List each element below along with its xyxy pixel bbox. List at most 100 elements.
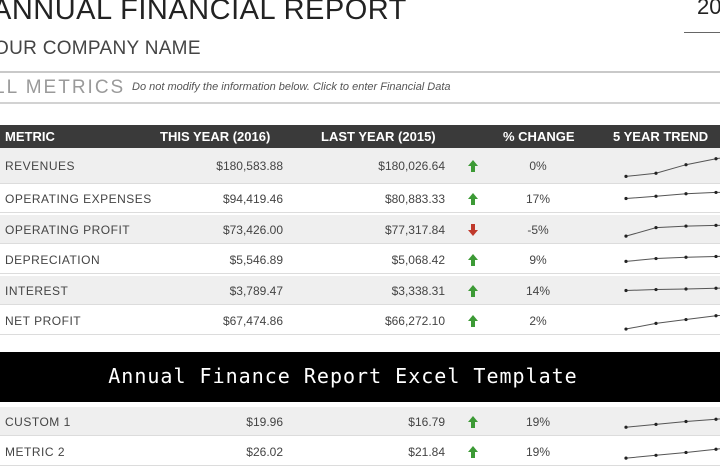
trend-point [624,288,628,293]
trend-line [625,314,720,330]
metric-name: DEPRECIATION [5,253,101,267]
company-name[interactable]: OUR COMPANY NAME [0,38,201,59]
year-input[interactable]: 20 [697,0,720,19]
arrow-down-icon [468,224,478,236]
trend-point [624,327,628,331]
last-year-value[interactable]: $66,272.10 [384,314,445,328]
metric-name: OPERATING EXPENSES [5,192,152,206]
metric-name: NET PROFIT [5,314,82,328]
arrow-up-icon [468,416,478,428]
arrow-up-icon [468,193,478,205]
trend-point [684,317,688,322]
trend-point [654,256,658,261]
trend-point [654,194,658,198]
table-row[interactable]: OPERATING PROFIT $73,426.00 $77,317.84 -5% [0,215,720,244]
trend-sparkline [624,190,720,201]
arrow-up-icon [468,315,478,327]
table-header: METRIC THIS YEAR (2016) LAST YEAR (2015)… [0,125,720,148]
last-year-value[interactable]: $180,026.64 [378,159,445,173]
last-year-value[interactable]: $21.84 [408,445,445,459]
this-year-value[interactable]: $94,419.46 [222,192,283,206]
trend-point [714,190,718,195]
percent-change: 17% [525,192,551,206]
trend-point [684,287,688,291]
this-year-value[interactable]: $19.96 [246,415,283,429]
last-year-value[interactable]: $5,068.42 [391,253,445,267]
percent-change: 14% [525,284,551,298]
arrow-up-icon [468,160,478,172]
last-year-value[interactable]: $77,317.84 [384,223,445,237]
this-year-value[interactable]: $67,474.86 [222,314,283,328]
trend-point [684,419,688,424]
trend-line [625,157,720,177]
metric-name: INTEREST [5,284,69,298]
trend-point [654,453,658,457]
trend-point [684,192,688,196]
trend-sparkline [624,447,720,460]
this-year-value[interactable]: $26.02 [246,445,283,459]
metric-name: REVENUES [5,159,76,173]
year-underline [684,32,720,33]
percent-change: 9% [529,253,547,267]
trend-sparkline [624,286,720,293]
metric-name: CUSTOM 1 [5,415,71,429]
this-year-value[interactable]: $180,583.88 [216,159,283,173]
percent-change: 0% [529,159,547,173]
arrow-up-icon [468,446,478,458]
arrow-up-icon [468,285,478,297]
trend-point [624,456,628,460]
row-divider [0,243,720,244]
trend-point [654,321,658,325]
divider [0,102,720,104]
trend-point [654,422,658,426]
instruction-note: Do not modify the information below. Cli… [132,81,451,93]
trend-point [654,226,658,230]
metric-name: METRIC 2 [5,445,66,459]
percent-change: 2% [529,314,547,328]
row-divider [0,334,720,335]
trend-point [684,450,688,455]
percent-change: 19% [525,445,551,459]
table-row[interactable]: OPERATING EXPENSES $94,419.46 $80,883.33 17… [0,184,720,213]
table-row[interactable]: METRIC 2 $26.02 $21.84 19% [0,437,720,466]
trend-point [714,157,718,161]
last-year-value[interactable]: $3,338.31 [391,284,445,298]
percent-change: -5% [527,223,549,237]
trend-point [684,255,688,259]
title-banner [0,352,720,402]
report-title: ANNUAL FINANCIAL REPORT [0,0,407,26]
trend-point [714,417,718,421]
trend-line [625,191,720,199]
trend-point [714,286,718,290]
trend-point [624,234,628,238]
last-year-value[interactable]: $16.79 [408,415,445,429]
trend-point [684,224,688,228]
trend-point [624,196,628,201]
last-year-value[interactable]: $80,883.33 [384,192,445,206]
trend-sparkline [624,157,720,178]
table-row[interactable]: REVENUES $180,583.88 $180,026.64 0% [0,148,720,184]
banner-text: Annual Finance Report Excel Template [108,364,578,388]
table-row[interactable]: CUSTOM 1 $19.96 $16.79 19% [0,407,720,436]
row-divider [0,304,720,305]
this-year-value[interactable]: $73,426.00 [222,223,283,237]
table-row[interactable]: NET PROFIT $67,474.86 $66,272.10 2% [0,306,720,335]
trend-point [714,447,718,451]
header-trend: 5 YEAR TREND [613,129,709,144]
table-row[interactable]: INTEREST $3,789.47 $3,338.31 14% [0,276,720,305]
this-year-value[interactable]: $5,546.89 [229,253,283,267]
trend-sparkline [624,314,720,331]
trend-point [684,163,688,167]
table-row[interactable]: DEPRECIATION $5,546.89 $5,068.42 9% [0,245,720,274]
trend-point [654,171,658,175]
row-divider [0,212,720,213]
this-year-value[interactable]: $3,789.47 [229,284,283,298]
row-divider [0,465,720,466]
divider [0,71,720,73]
trend-point [624,174,628,178]
trend-point [654,287,658,292]
metric-name: OPERATING PROFIT [5,223,131,237]
header-this-year: THIS YEAR (2016) [160,129,271,144]
row-divider [0,435,720,436]
trend-line [625,448,720,459]
